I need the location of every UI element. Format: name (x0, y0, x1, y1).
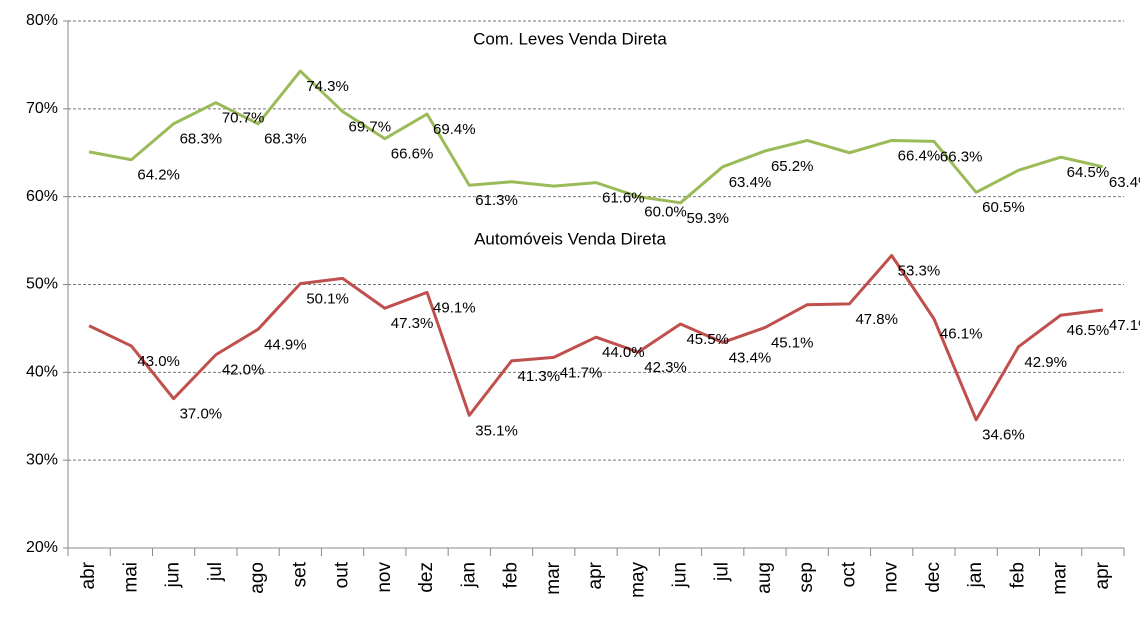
data-label: 47.1% (1109, 317, 1140, 334)
y-tick-label: 20% (26, 539, 58, 556)
data-label: 50.1% (306, 291, 349, 308)
data-label: 42.0% (222, 362, 265, 379)
data-label: 59.3% (686, 210, 729, 227)
data-label: 46.5% (1067, 322, 1110, 339)
y-tick-label: 50% (26, 276, 58, 293)
x-tick-label: apr (1092, 561, 1113, 589)
data-label: 74.3% (306, 78, 349, 95)
data-label: 61.6% (602, 190, 645, 207)
x-tick-label: oct (838, 561, 859, 587)
x-tick-label: aug (754, 562, 775, 594)
x-tick-label: mar (543, 561, 564, 594)
data-label: 60.5% (982, 199, 1025, 216)
series-line (88, 254, 1104, 422)
data-label: 66.3% (940, 148, 983, 165)
data-label: 64.5% (1067, 164, 1110, 181)
data-label: 66.6% (391, 146, 434, 163)
data-label: 42.9% (1024, 354, 1067, 371)
data-label: 41.3% (518, 368, 561, 385)
data-label: 44.0% (602, 344, 645, 361)
x-tick-label: dec (923, 562, 944, 593)
x-tick-label: jan (458, 562, 479, 588)
data-label: 68.3% (180, 131, 223, 148)
x-tick-label: jun (163, 562, 184, 588)
data-label: 60.0% (644, 204, 687, 221)
x-tick-label: abr (78, 561, 99, 589)
data-label: 47.3% (391, 315, 434, 332)
annotation: Automóveis Venda Direta (474, 229, 666, 248)
data-label: 69.7% (349, 118, 392, 135)
data-label: 44.9% (264, 336, 307, 353)
x-tick-label: nov (881, 562, 902, 593)
y-tick-label: 60% (26, 188, 58, 205)
y-tick-label: 80% (26, 12, 58, 29)
data-label: 61.3% (475, 192, 518, 209)
x-tick-label: dez (416, 562, 437, 593)
data-label: 34.6% (982, 427, 1025, 444)
x-tick-label: jul (205, 562, 226, 582)
data-label: 69.4% (433, 121, 476, 138)
data-label: 70.7% (222, 110, 265, 127)
x-tick-label: nov (374, 562, 395, 593)
data-label: 43.0% (137, 353, 180, 370)
x-tick-label: set (289, 561, 310, 587)
data-label: 47.8% (855, 311, 898, 328)
y-tick-label: 40% (26, 364, 58, 381)
x-tick-label: ago (247, 562, 268, 594)
data-label: 53.3% (898, 262, 941, 279)
x-tick-label: mar (1050, 561, 1071, 594)
data-label: 41.7% (560, 364, 603, 381)
x-tick-label: feb (1007, 562, 1028, 588)
data-label: 35.1% (475, 422, 518, 439)
x-tick-label: out (332, 561, 353, 588)
data-label: 65.2% (771, 158, 814, 175)
x-tick-label: jul (712, 562, 733, 582)
x-tick-label: may (627, 562, 648, 598)
data-label: 63.4% (729, 174, 772, 191)
data-label: 46.1% (940, 326, 983, 343)
x-tick-label: apr (585, 561, 606, 589)
series-line (88, 69, 1104, 205)
data-label: 45.5% (686, 331, 729, 348)
annotation: Com. Leves Venda Direta (473, 29, 667, 48)
data-label: 64.2% (137, 167, 180, 184)
data-label: 49.1% (433, 299, 476, 316)
data-label: 42.3% (644, 359, 687, 376)
data-label: 45.1% (771, 335, 814, 352)
x-tick-label: jan (965, 562, 986, 588)
x-tick-label: jun (669, 562, 690, 588)
data-label: 66.4% (898, 147, 941, 164)
x-tick-label: feb (501, 562, 522, 588)
data-label: 63.4% (1109, 174, 1140, 191)
data-label: 68.3% (264, 131, 307, 148)
y-tick-label: 30% (26, 451, 58, 468)
x-tick-label: sep (796, 562, 817, 593)
y-tick-label: 70% (26, 100, 58, 117)
data-label: 43.4% (729, 349, 772, 366)
x-tick-label: mai (120, 562, 141, 593)
data-label: 37.0% (180, 406, 223, 423)
